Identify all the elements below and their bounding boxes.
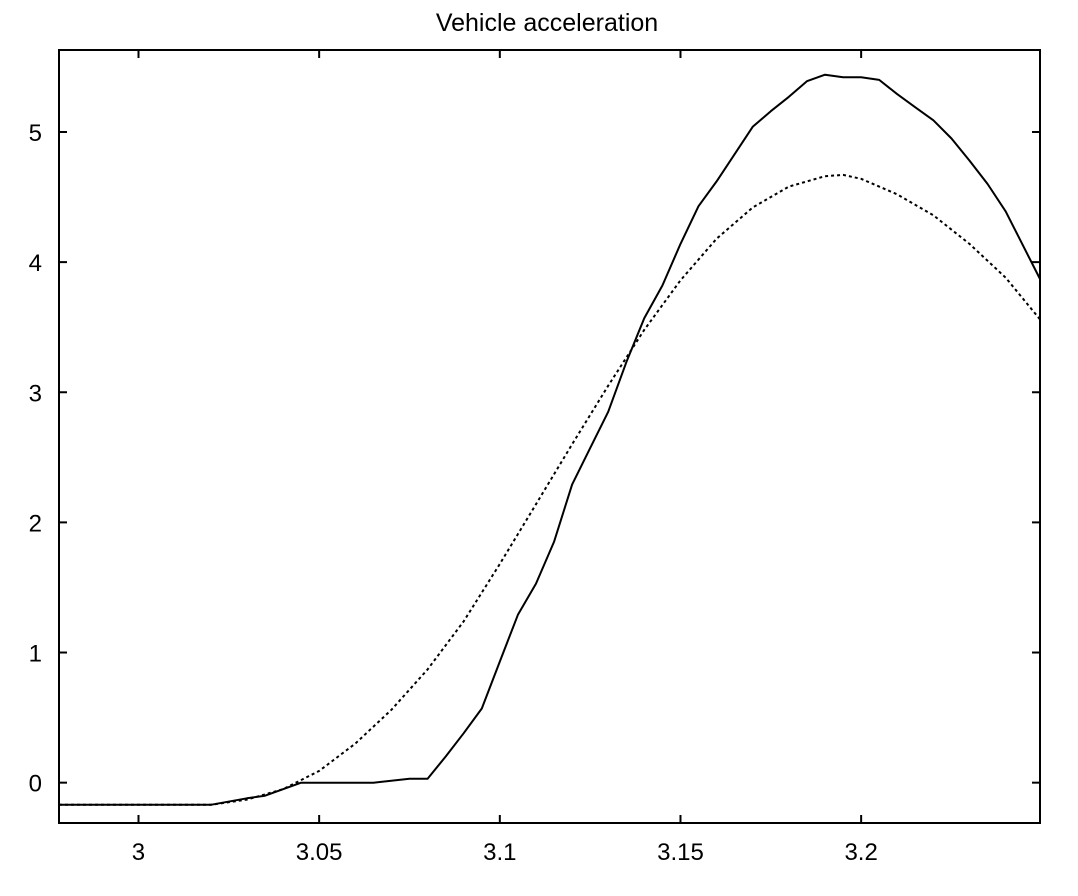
x-tick-label: 3	[132, 839, 145, 866]
chart-title: Vehicle acceleration	[436, 9, 658, 37]
tick-layer: 3 3.05 3.1 3.15 3.2 0 1 2 3 4 5	[29, 50, 1040, 866]
y-tick-label: 2	[29, 510, 42, 537]
x-tick-label: 3.1	[483, 839, 516, 866]
x-tick-label: 3.2	[844, 839, 877, 866]
x-tick-label: 3.15	[657, 839, 704, 866]
series-line-dotted	[59, 173, 1041, 806]
series-line-solid	[59, 73, 1041, 806]
y-tick-label: 3	[29, 380, 42, 407]
y-tick-label: 1	[29, 641, 42, 668]
plot-frame	[58, 49, 1041, 824]
y-tick-label: 0	[29, 771, 42, 798]
y-tick-label: 4	[29, 250, 42, 277]
series-layer	[59, 73, 1041, 806]
x-tick-label: 3.05	[296, 839, 343, 866]
y-tick-label: 5	[29, 120, 42, 147]
